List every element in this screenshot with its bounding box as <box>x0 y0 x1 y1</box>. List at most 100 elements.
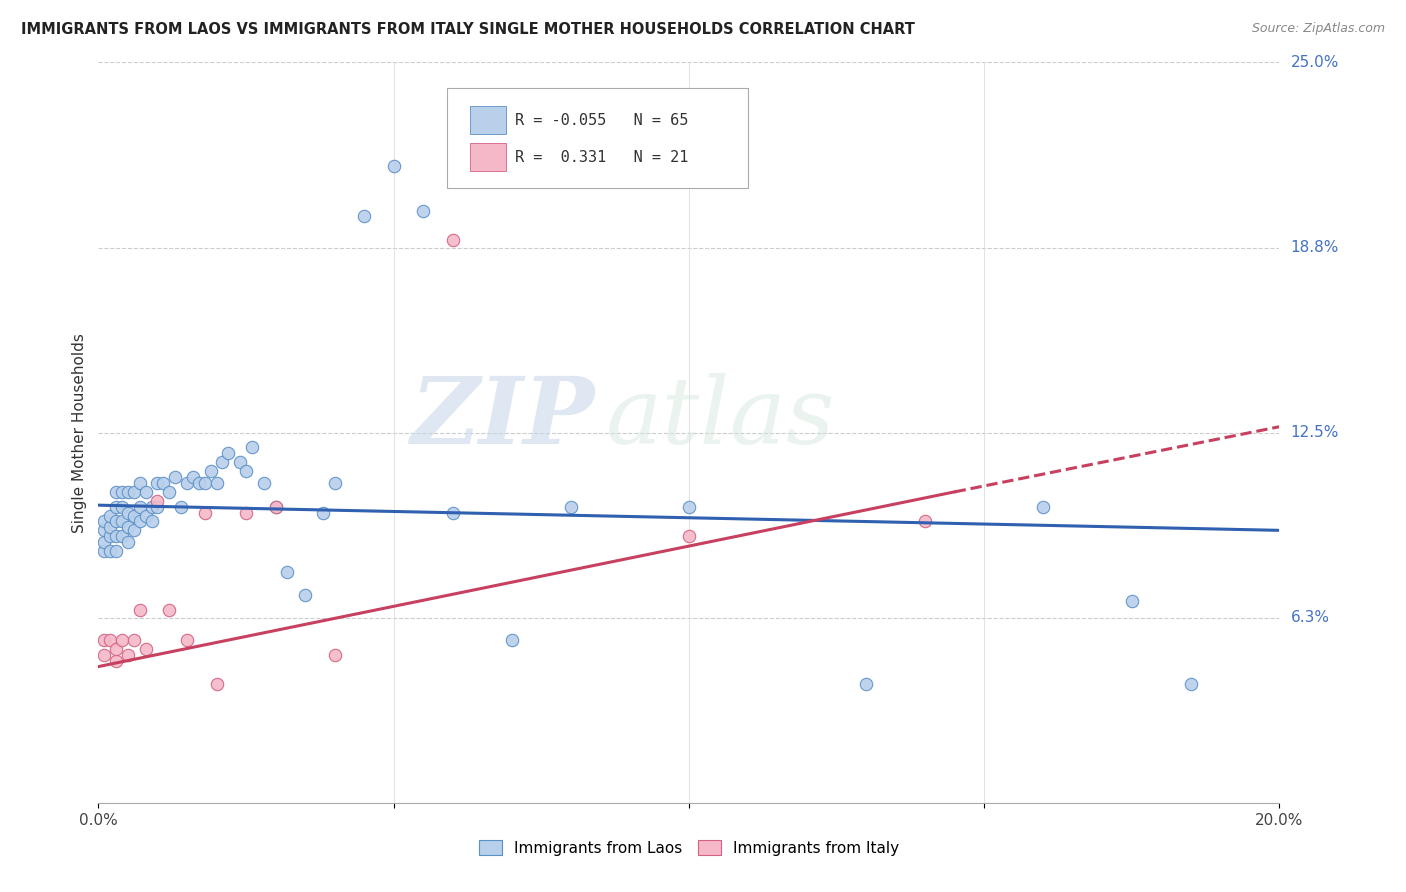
Point <box>264 500 287 514</box>
Point <box>105 654 128 668</box>
Point <box>128 475 150 490</box>
Text: IMMIGRANTS FROM LAOS VS IMMIGRANTS FROM ITALY SINGLE MOTHER HOUSEHOLDS CORRELATI: IMMIGRANTS FROM LAOS VS IMMIGRANTS FROM … <box>21 22 915 37</box>
Point <box>146 475 169 490</box>
Point <box>93 524 115 538</box>
Text: 6.3%: 6.3% <box>1291 610 1330 625</box>
Point <box>176 632 198 647</box>
Point <box>98 508 121 523</box>
Point <box>93 544 115 558</box>
Text: 12.5%: 12.5% <box>1291 425 1339 440</box>
Point <box>141 500 163 514</box>
Text: atlas: atlas <box>606 373 835 463</box>
Point <box>93 648 115 662</box>
Point <box>187 475 209 490</box>
Point <box>855 677 877 691</box>
Text: R =  0.331   N = 21: R = 0.331 N = 21 <box>516 150 689 165</box>
Point <box>678 529 700 543</box>
Point <box>181 470 204 484</box>
Point <box>560 500 582 514</box>
Point <box>353 210 375 224</box>
Point <box>441 506 464 520</box>
Point <box>122 508 145 523</box>
Point <box>98 632 121 647</box>
Point <box>441 233 464 247</box>
Point <box>128 515 150 529</box>
Point <box>205 677 228 691</box>
Point <box>1180 677 1202 691</box>
Point <box>111 632 134 647</box>
Point <box>157 484 180 499</box>
Point <box>111 500 134 514</box>
FancyBboxPatch shape <box>447 88 748 188</box>
Point <box>264 500 287 514</box>
Point <box>111 529 134 543</box>
Point <box>122 524 145 538</box>
Point <box>253 475 276 490</box>
Text: Source: ZipAtlas.com: Source: ZipAtlas.com <box>1251 22 1385 36</box>
Point <box>105 484 128 499</box>
Point <box>146 500 169 514</box>
Point <box>111 515 134 529</box>
Point <box>323 475 346 490</box>
Point <box>382 159 405 173</box>
Y-axis label: Single Mother Households: Single Mother Households <box>72 333 87 533</box>
Point <box>240 441 263 455</box>
Point <box>276 565 298 579</box>
Point <box>98 529 121 543</box>
Point <box>194 475 217 490</box>
Point <box>105 544 128 558</box>
Point <box>122 632 145 647</box>
Point <box>1121 594 1143 608</box>
Point <box>141 515 163 529</box>
Point <box>128 500 150 514</box>
Text: ZIP: ZIP <box>411 373 595 463</box>
Point <box>1032 500 1054 514</box>
Point <box>200 464 222 478</box>
FancyBboxPatch shape <box>471 143 506 171</box>
Point <box>678 500 700 514</box>
Point <box>117 520 139 534</box>
Point <box>501 632 523 647</box>
Point <box>135 641 157 656</box>
Point <box>105 641 128 656</box>
Point <box>157 603 180 617</box>
Point <box>128 603 150 617</box>
Point <box>93 632 115 647</box>
Point <box>93 535 115 549</box>
Point <box>323 648 346 662</box>
Point <box>170 500 193 514</box>
Legend: Immigrants from Laos, Immigrants from Italy: Immigrants from Laos, Immigrants from It… <box>472 834 905 862</box>
Point <box>117 506 139 520</box>
Point <box>135 484 157 499</box>
Text: 18.8%: 18.8% <box>1291 240 1339 255</box>
Point <box>105 529 128 543</box>
Point <box>229 455 252 469</box>
Point <box>122 484 145 499</box>
Point <box>412 203 434 218</box>
Point <box>217 446 239 460</box>
Point <box>93 515 115 529</box>
Point <box>117 484 139 499</box>
Point <box>211 455 233 469</box>
Point <box>135 508 157 523</box>
Point <box>117 648 139 662</box>
Text: 25.0%: 25.0% <box>1291 55 1339 70</box>
Point <box>165 470 187 484</box>
Point <box>105 500 128 514</box>
Point <box>914 515 936 529</box>
Point <box>146 493 169 508</box>
Point <box>176 475 198 490</box>
Point <box>235 464 257 478</box>
Point <box>235 506 257 520</box>
Point <box>117 535 139 549</box>
Point <box>98 520 121 534</box>
Point <box>105 515 128 529</box>
Point <box>111 484 134 499</box>
Point <box>194 506 217 520</box>
Text: R = -0.055   N = 65: R = -0.055 N = 65 <box>516 112 689 128</box>
Point <box>294 589 316 603</box>
Point <box>205 475 228 490</box>
Point <box>152 475 174 490</box>
Point <box>98 544 121 558</box>
FancyBboxPatch shape <box>471 106 506 135</box>
